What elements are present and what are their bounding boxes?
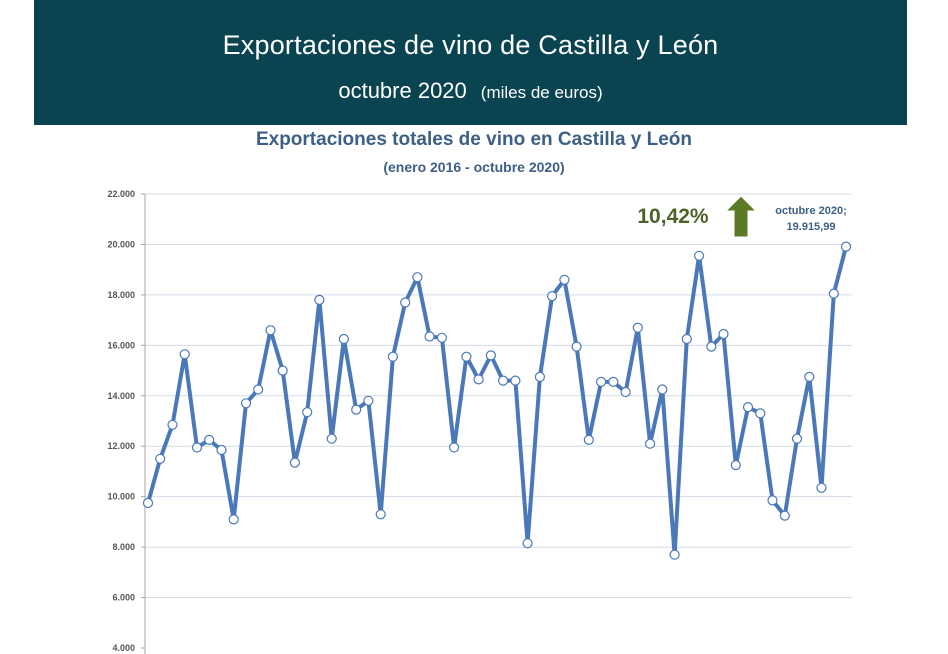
data-point [375, 509, 386, 520]
data-point [204, 434, 215, 445]
data-point [522, 538, 533, 549]
data-point [828, 288, 839, 299]
data-point [485, 350, 496, 361]
data-point [424, 331, 435, 342]
data-point [498, 375, 509, 386]
data-point [510, 375, 521, 386]
data-point [559, 274, 570, 285]
data-point [755, 408, 766, 419]
data-point [804, 371, 815, 382]
data-point [436, 332, 447, 343]
data-point [240, 398, 252, 409]
data-point [693, 250, 705, 261]
data-point [179, 349, 190, 360]
chart-title: Exportaciones totales de vino en Castill… [255, 129, 693, 150]
data-point [167, 419, 178, 430]
y-tick-label: 18.000 [107, 290, 135, 300]
y-tick-label: 6.000 [112, 593, 135, 603]
data-points [142, 241, 852, 560]
data-point [546, 291, 558, 302]
data-point [351, 404, 362, 415]
y-tick-label: 22.000 [107, 189, 135, 199]
data-point [632, 322, 643, 333]
data-point [730, 460, 741, 471]
data-point [681, 333, 692, 345]
growth-percent-label: 10,42% [637, 205, 709, 228]
data-point [767, 495, 778, 506]
data-point [277, 365, 288, 376]
data-point [265, 325, 276, 336]
data-point [412, 272, 423, 283]
header-banner: Exportaciones de vino de Castilla y León… [34, 0, 907, 125]
y-tick-label: 16.000 [107, 340, 135, 350]
data-point [461, 351, 472, 362]
data-point [400, 297, 411, 308]
page-title: Exportaciones de vino de Castilla y León [222, 30, 719, 60]
data-point [191, 442, 203, 453]
data-point [155, 453, 166, 464]
series-line-path [146, 246, 848, 557]
data-point [387, 351, 398, 362]
period-subtitle: octubre 2020 (miles de euros) [34, 78, 907, 104]
data-point [620, 386, 631, 398]
annotations: 10,42% octubre 2020; 19.915,99 [637, 195, 847, 238]
unit-label: (miles de euros) [480, 83, 603, 102]
data-point [595, 376, 607, 387]
y-tick-label: 4.000 [112, 643, 135, 653]
up-arrow-icon [724, 195, 758, 238]
data-point [644, 438, 656, 449]
period-label: octubre 2020 [338, 78, 467, 103]
data-point [534, 371, 546, 382]
data-point [228, 514, 239, 525]
data-point [840, 241, 852, 252]
data-point [142, 497, 154, 509]
data-point [706, 341, 717, 352]
data-point [338, 333, 349, 345]
gridlines [145, 193, 852, 599]
data-point [583, 434, 594, 445]
data-point [326, 433, 337, 444]
data-point [363, 395, 374, 406]
data-point [816, 482, 827, 493]
data-point [608, 376, 619, 387]
data-point [302, 407, 313, 418]
data-point [289, 457, 300, 468]
data-point [449, 442, 460, 453]
y-tick-label: 8.000 [112, 542, 135, 552]
data-point [657, 384, 668, 395]
data-point [791, 433, 803, 444]
data-point [669, 549, 680, 560]
data-point [314, 294, 325, 305]
y-tick-label: 10.000 [107, 492, 135, 502]
y-tick-label: 12.000 [107, 441, 135, 451]
y-axis: 4.000 6.000 8.000 10.000 12.000 14.000 16.000 1… [107, 189, 146, 654]
data-point [718, 328, 729, 340]
y-tick-label: 14.000 [107, 391, 135, 401]
data-point [216, 444, 227, 456]
last-point-label-line1: octubre 2020; [775, 205, 847, 217]
data-point [571, 341, 582, 352]
data-point [253, 384, 264, 395]
series-line [146, 246, 848, 557]
data-point [742, 402, 754, 413]
chart-subtitle: (enero 2016 - octubre 2020) [383, 159, 565, 175]
y-tick-label: 20.000 [107, 239, 135, 249]
data-point [473, 374, 484, 385]
last-point-label-line2: 19.915,99 [787, 221, 836, 233]
data-point [779, 510, 790, 521]
